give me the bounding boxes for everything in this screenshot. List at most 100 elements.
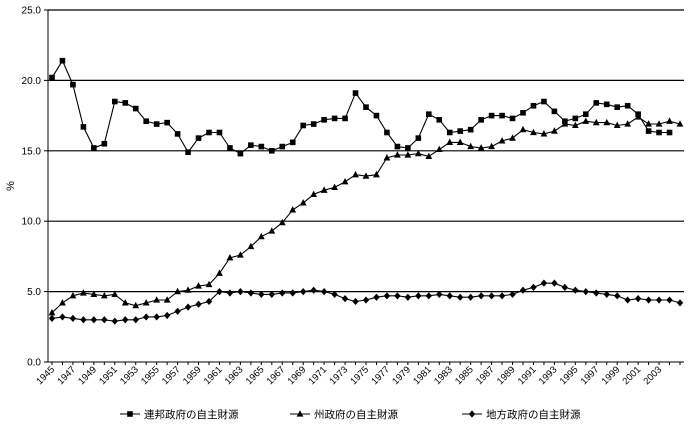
data-point	[436, 117, 443, 123]
data-point	[509, 134, 516, 141]
x-tick-label: 1955	[139, 364, 162, 387]
data-point	[289, 206, 297, 213]
data-point	[69, 292, 77, 299]
x-tick-label: 1961	[202, 364, 225, 387]
data-point	[341, 177, 349, 185]
data-point	[237, 288, 244, 296]
data-point	[352, 297, 359, 306]
data-point	[122, 100, 129, 106]
data-point	[394, 292, 401, 300]
data-point	[613, 121, 621, 129]
x-tick-label: 1965	[244, 364, 267, 387]
data-point	[425, 152, 433, 160]
data-point	[132, 105, 139, 112]
data-point	[488, 292, 495, 300]
data-point	[342, 115, 348, 122]
data-point	[269, 148, 275, 154]
x-tick-label: 1969	[286, 364, 309, 387]
data-point	[415, 135, 422, 141]
x-tick-label: 2001	[621, 364, 644, 387]
x-tick-label: 1951	[97, 364, 120, 387]
data-point	[383, 292, 391, 300]
data-point	[153, 296, 161, 303]
y-tick-label: 5.0	[27, 287, 41, 298]
data-point	[592, 118, 600, 126]
data-point	[561, 283, 569, 291]
data-point	[426, 111, 432, 117]
data-point	[415, 292, 422, 300]
data-point	[127, 411, 133, 417]
data-point	[666, 117, 673, 124]
x-tick-label: 1973	[327, 364, 350, 387]
data-point	[582, 288, 589, 296]
data-point	[583, 111, 589, 117]
data-point	[80, 289, 87, 296]
data-point	[519, 125, 527, 133]
data-point	[174, 307, 181, 315]
data-point	[645, 120, 652, 127]
data-point	[111, 290, 119, 298]
data-point	[122, 316, 129, 324]
data-point	[48, 308, 56, 316]
data-point	[90, 290, 98, 298]
data-point	[551, 279, 558, 287]
data-point	[634, 295, 642, 303]
data-point	[258, 290, 265, 299]
data-point	[446, 138, 454, 145]
series-layer	[48, 57, 684, 325]
data-point	[163, 311, 171, 320]
data-point	[153, 121, 160, 127]
data-point	[467, 126, 474, 133]
data-point	[59, 57, 66, 64]
data-point	[435, 145, 443, 152]
data-point	[436, 290, 443, 299]
data-point	[69, 314, 77, 322]
data-point	[477, 144, 485, 151]
legend-label: 州政府の自主財源	[314, 408, 398, 421]
x-tick-labels: 1945194719491951195319551957195919611963…	[34, 364, 664, 387]
data-point	[132, 316, 139, 324]
x-tick-label: 1953	[118, 364, 141, 387]
data-point	[164, 119, 170, 126]
data-point	[226, 289, 234, 297]
data-point	[457, 293, 464, 301]
data-point	[258, 143, 265, 150]
data-point	[112, 98, 118, 105]
data-point	[499, 112, 505, 119]
x-tick-label: 1983	[432, 364, 455, 387]
data-point	[153, 313, 160, 321]
data-point	[540, 130, 548, 137]
data-point	[425, 292, 432, 300]
data-point	[593, 289, 600, 297]
data-point	[331, 115, 338, 122]
data-point	[300, 288, 307, 296]
legend-label: 地方政府の自主財源	[486, 408, 581, 421]
series-3	[48, 279, 684, 325]
x-tick-label: 1947	[55, 364, 78, 387]
data-point	[446, 292, 453, 300]
data-point	[541, 98, 547, 105]
data-point	[279, 143, 286, 150]
series-1	[49, 57, 673, 157]
data-point	[373, 112, 380, 119]
data-point	[268, 227, 276, 234]
y-tick-label: 25.0	[22, 6, 42, 17]
data-point	[80, 124, 87, 130]
data-point	[456, 138, 464, 145]
data-point	[614, 104, 620, 110]
y-tick-label: 0.0	[27, 358, 41, 369]
data-point	[414, 149, 422, 157]
data-point	[237, 251, 244, 258]
data-point	[467, 142, 475, 150]
x-tick-label: 1995	[558, 364, 581, 387]
data-point	[174, 287, 181, 295]
data-point	[488, 112, 495, 119]
x-tick-label: 1999	[600, 364, 623, 387]
data-point	[478, 117, 484, 123]
data-point	[540, 279, 548, 287]
x-tick-label: 1949	[76, 364, 99, 387]
data-point	[143, 313, 150, 321]
legend-item: 州政府の自主財源	[290, 408, 398, 421]
data-point	[404, 293, 412, 301]
